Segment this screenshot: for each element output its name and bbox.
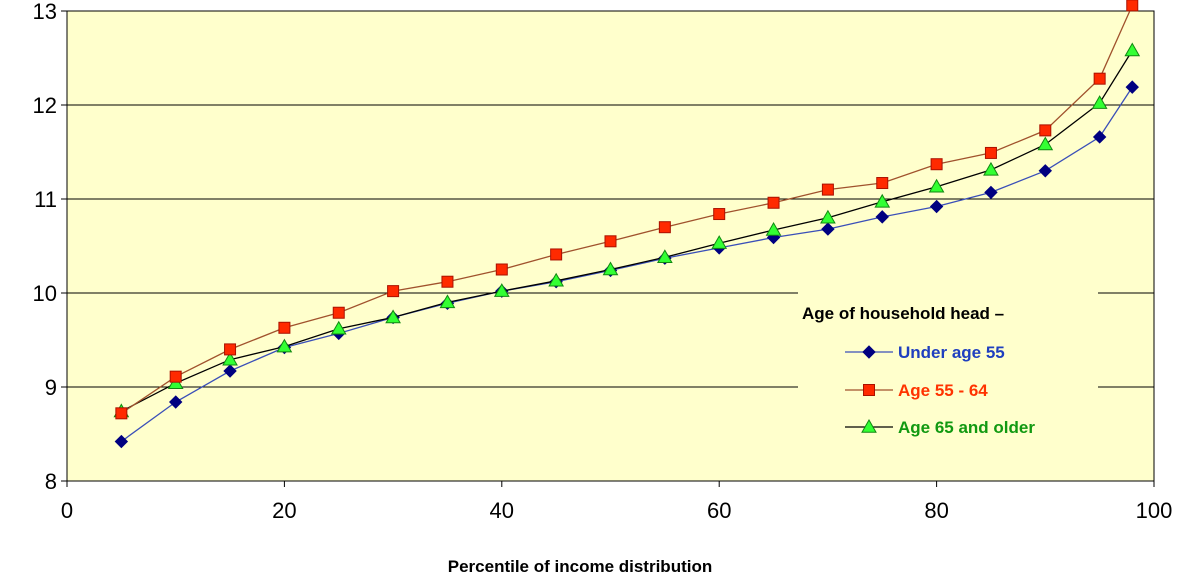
data-point (656, 249, 673, 264)
data-point (1037, 136, 1054, 151)
data-point (984, 146, 997, 159)
x-tick-label: 0 (61, 498, 73, 523)
data-point (874, 193, 891, 208)
x-axis-title: Percentile of income distribution (448, 557, 712, 576)
data-point (820, 209, 836, 224)
data-point (439, 294, 456, 309)
x-tick-label: 20 (272, 498, 296, 523)
data-point (385, 309, 401, 324)
data-point (115, 407, 128, 420)
legend-marker (862, 345, 876, 359)
x-tick-label: 60 (707, 498, 731, 523)
series-line (121, 50, 1133, 412)
data-point (276, 338, 293, 353)
data-point (983, 161, 999, 176)
series-line (120, 5, 1133, 414)
legend-marker (863, 384, 875, 396)
data-point (114, 434, 129, 449)
data-point (765, 222, 782, 236)
data-point (1092, 130, 1107, 144)
data-point (711, 235, 728, 249)
data-point (441, 275, 454, 288)
x-tick-label: 80 (924, 498, 948, 523)
data-point (1091, 95, 1108, 109)
legend: Age of household head – Under age 55 Age … (798, 290, 1098, 440)
data-point (495, 263, 508, 276)
data-point (1039, 124, 1052, 137)
data-point (168, 395, 183, 409)
data-point (1125, 80, 1139, 94)
plot-border (66, 10, 1155, 482)
y-tick-label: 8 (45, 469, 57, 494)
data-point (1093, 72, 1106, 85)
data-point (1038, 164, 1053, 178)
data-point (984, 185, 998, 200)
data-point (928, 178, 945, 193)
series-square (115, 0, 1139, 420)
data-point (767, 196, 780, 209)
y-tick-label: 12 (33, 93, 57, 118)
data-point (876, 177, 889, 190)
data-point (602, 261, 619, 276)
data-point (1124, 42, 1141, 57)
y-tick-label: 13 (33, 0, 57, 24)
data-point (548, 272, 565, 287)
data-point (930, 158, 943, 171)
series-layer (113, 0, 1141, 449)
legend-label: Age 65 and older (898, 418, 1035, 437)
data-point (493, 283, 510, 297)
y-tick-label: 11 (34, 187, 57, 212)
legend-label: Under age 55 (898, 343, 1005, 362)
data-point (332, 306, 345, 319)
data-point (223, 364, 237, 378)
legend-box (798, 290, 1098, 440)
legend-title: Age of household head – (802, 304, 1004, 323)
data-point (821, 222, 835, 236)
data-point (222, 351, 238, 366)
x-tick-label: 40 (490, 498, 514, 523)
data-point (224, 343, 237, 356)
data-point (875, 210, 889, 224)
x-tick-label: 100 (1136, 498, 1173, 523)
data-point (821, 183, 834, 196)
series-line (120, 86, 1133, 443)
series-triangle (113, 42, 1141, 418)
data-point (550, 248, 563, 261)
data-point (1126, 0, 1139, 12)
axes: 8 9 10 11 12 13 0 20 40 60 80 100 (33, 0, 1173, 523)
data-point (713, 208, 726, 221)
data-point (330, 320, 347, 335)
data-point (604, 235, 617, 248)
legend-marker (861, 418, 877, 433)
data-point (929, 199, 944, 214)
data-point (169, 370, 182, 383)
legend-label: Age 55 - 64 (898, 381, 988, 400)
data-point (658, 221, 671, 234)
y-tick-label: 10 (33, 281, 57, 306)
y-tick-label: 9 (45, 375, 57, 400)
data-point (387, 285, 400, 298)
data-point (278, 321, 291, 334)
